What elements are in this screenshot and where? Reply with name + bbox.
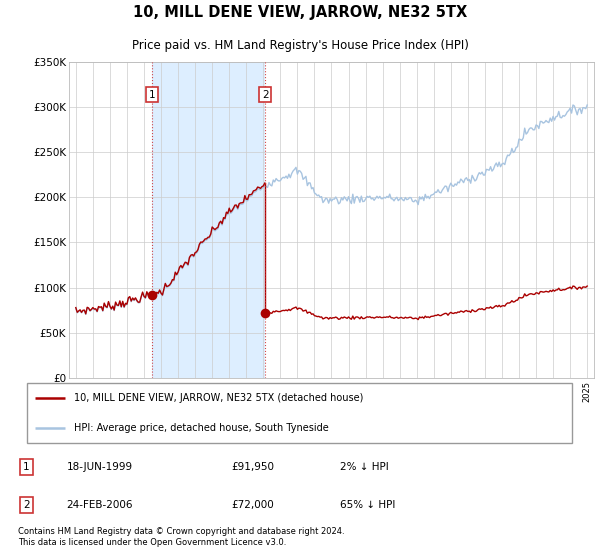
Text: 18-JUN-1999: 18-JUN-1999 <box>67 462 133 472</box>
Text: 10, MILL DENE VIEW, JARROW, NE32 5TX: 10, MILL DENE VIEW, JARROW, NE32 5TX <box>133 6 467 20</box>
Text: 2: 2 <box>262 90 269 100</box>
Text: £91,950: £91,950 <box>231 462 274 472</box>
Text: Price paid vs. HM Land Registry's House Price Index (HPI): Price paid vs. HM Land Registry's House … <box>131 39 469 53</box>
Text: 1: 1 <box>23 462 30 472</box>
Text: HPI: Average price, detached house, South Tyneside: HPI: Average price, detached house, Sout… <box>74 423 328 433</box>
Text: £72,000: £72,000 <box>231 500 274 510</box>
Text: 2% ↓ HPI: 2% ↓ HPI <box>340 462 389 472</box>
Text: Contains HM Land Registry data © Crown copyright and database right 2024.
This d: Contains HM Land Registry data © Crown c… <box>18 526 344 547</box>
FancyBboxPatch shape <box>27 384 572 442</box>
Text: 24-FEB-2006: 24-FEB-2006 <box>67 500 133 510</box>
Text: 10, MILL DENE VIEW, JARROW, NE32 5TX (detached house): 10, MILL DENE VIEW, JARROW, NE32 5TX (de… <box>74 393 363 403</box>
Text: 1: 1 <box>149 90 155 100</box>
Text: 65% ↓ HPI: 65% ↓ HPI <box>340 500 395 510</box>
Bar <box>152 62 265 378</box>
Text: 2: 2 <box>23 500 30 510</box>
